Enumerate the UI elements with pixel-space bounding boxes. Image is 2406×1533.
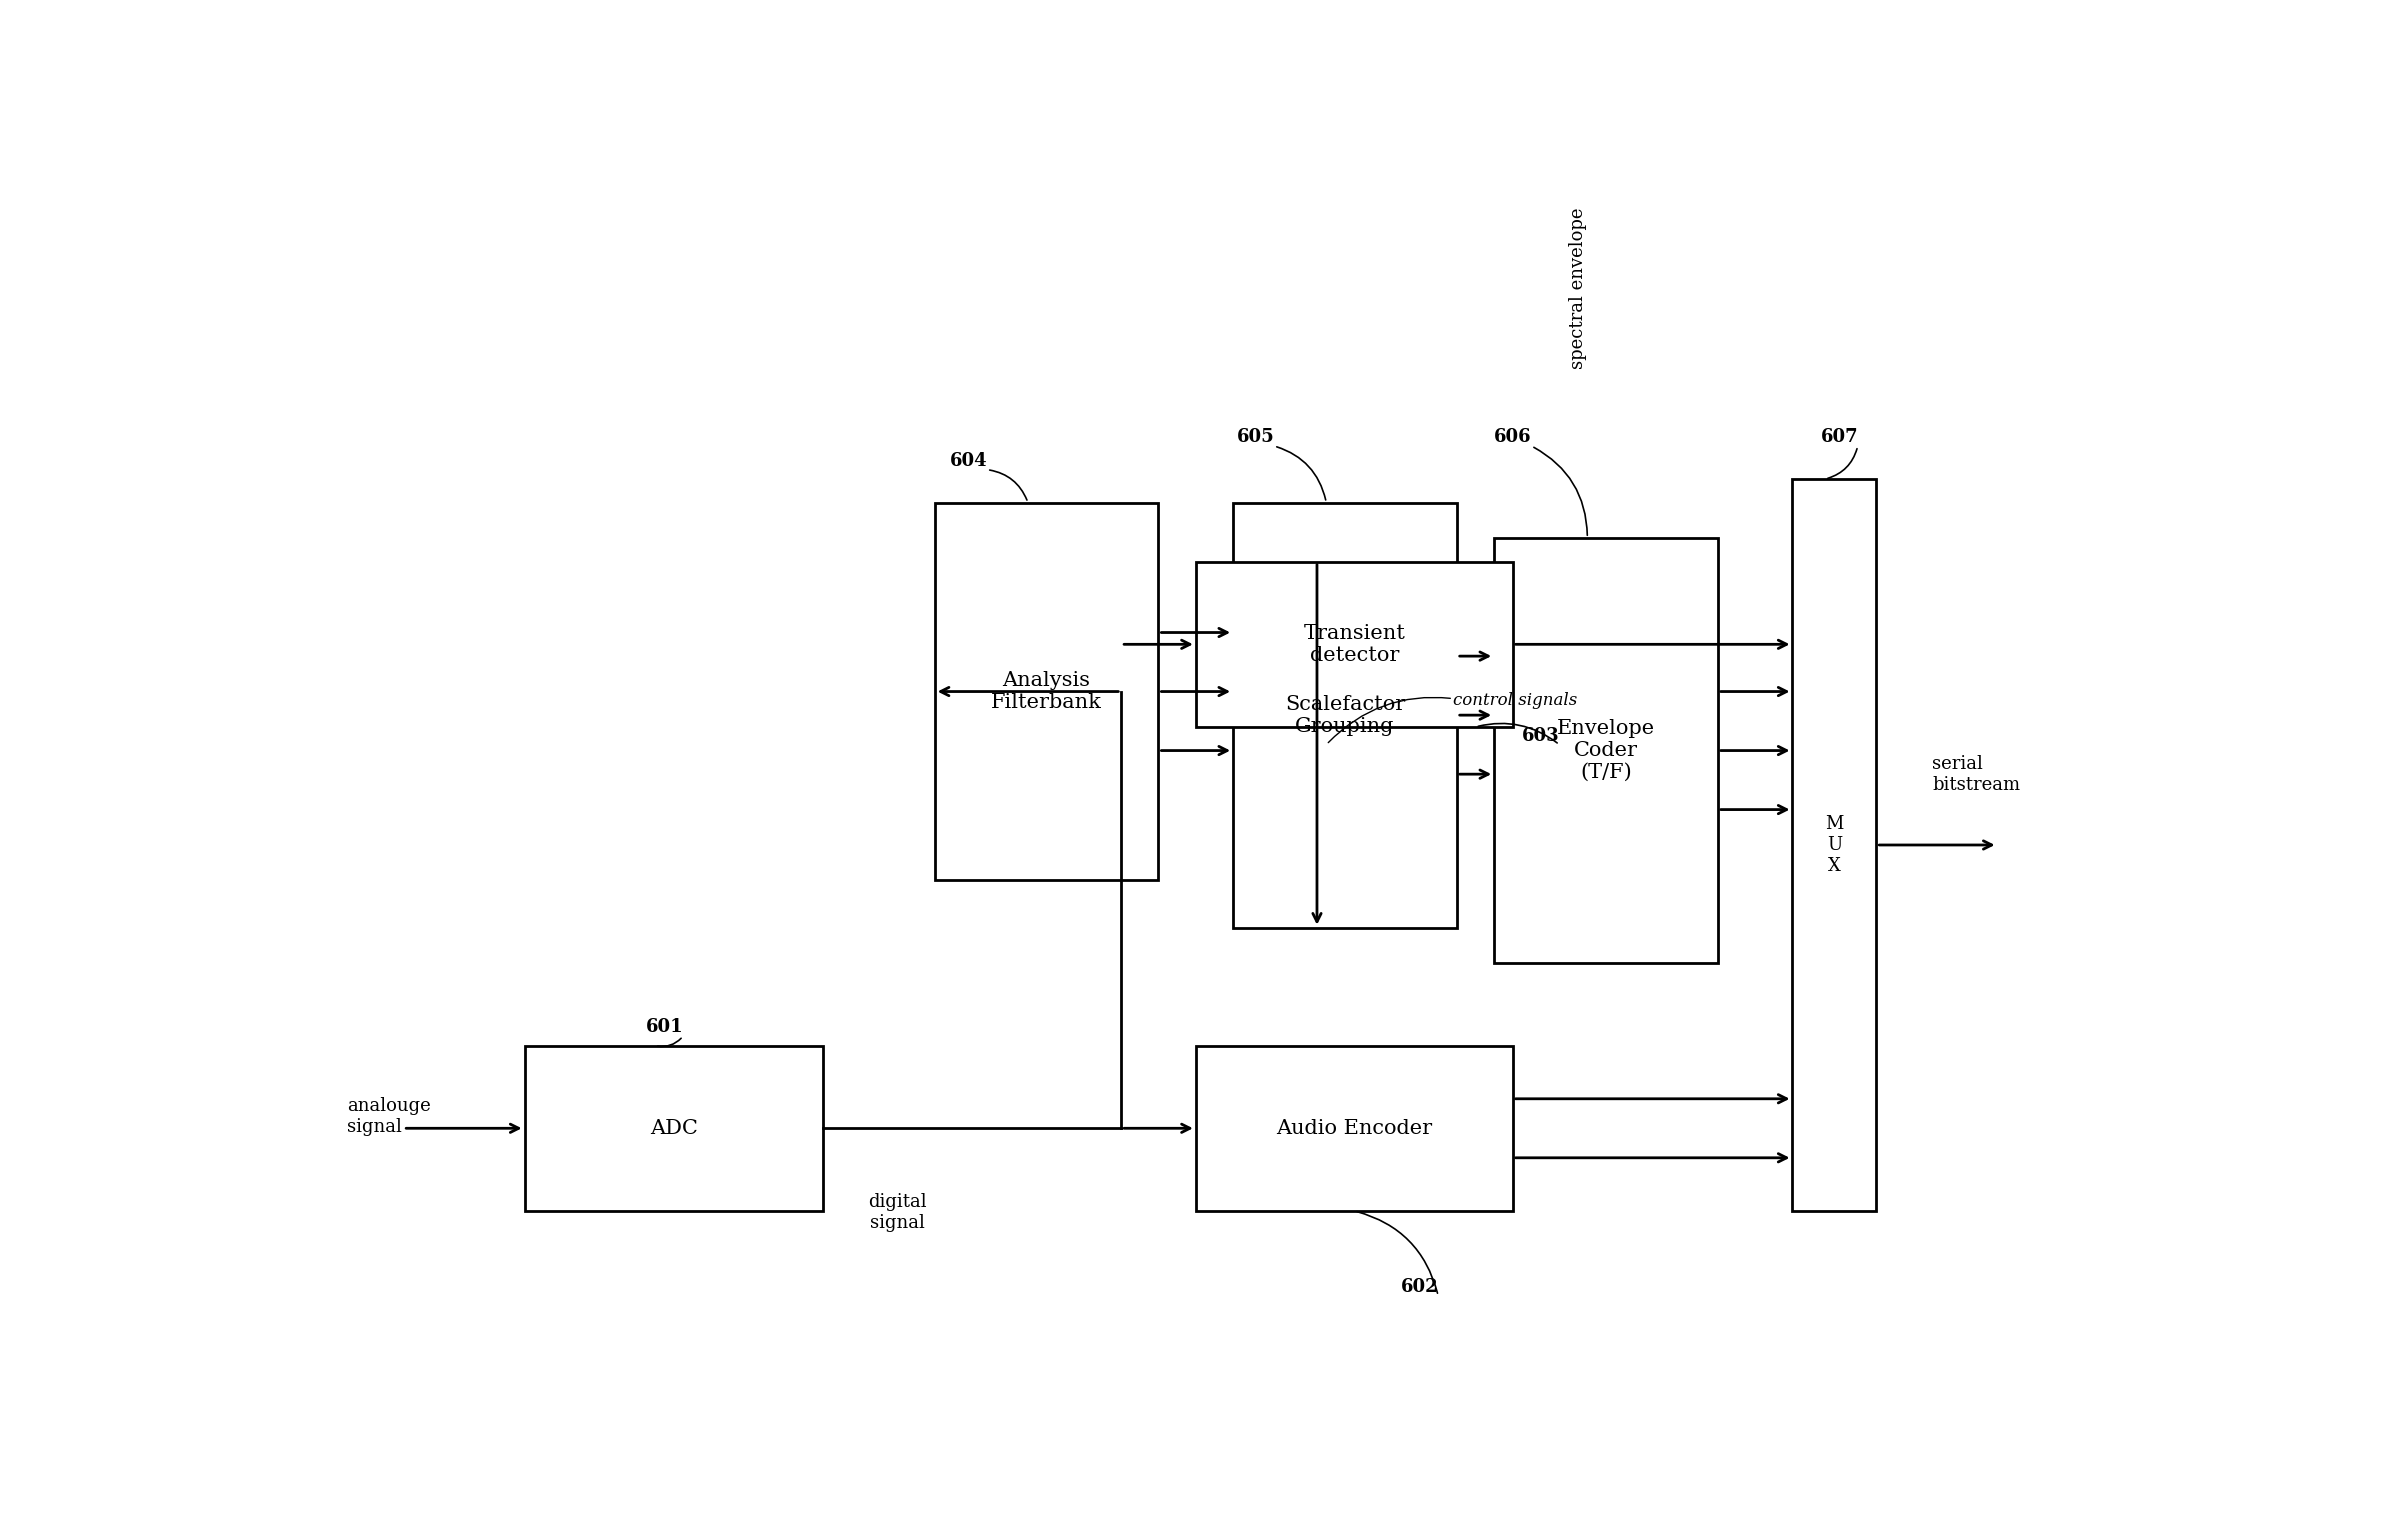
FancyBboxPatch shape [525, 1046, 823, 1211]
Text: control signals: control signals [1453, 693, 1578, 710]
Text: M
U
X: M U X [1826, 816, 1843, 875]
Text: ADC: ADC [650, 1119, 698, 1137]
FancyBboxPatch shape [1234, 503, 1458, 927]
FancyBboxPatch shape [1494, 538, 1718, 963]
FancyBboxPatch shape [1196, 561, 1513, 727]
Text: Envelope
Coder
(T/F): Envelope Coder (T/F) [1557, 719, 1655, 782]
Text: 604: 604 [950, 452, 986, 469]
FancyBboxPatch shape [936, 503, 1160, 880]
Text: Scalefactor
Grouping: Scalefactor Grouping [1285, 694, 1405, 736]
FancyBboxPatch shape [1792, 478, 1877, 1211]
Text: 602: 602 [1400, 1279, 1439, 1295]
Text: serial
bitstream: serial bitstream [1932, 754, 2021, 794]
Text: analouge
signal: analouge signal [346, 1098, 431, 1136]
Text: Transient
detector: Transient detector [1304, 624, 1405, 665]
Text: digital
signal: digital signal [869, 1193, 926, 1233]
Text: 603: 603 [1523, 727, 1559, 745]
Text: 605: 605 [1237, 428, 1275, 446]
FancyBboxPatch shape [1196, 1046, 1513, 1211]
Text: Analysis
Filterbank: Analysis Filterbank [991, 671, 1102, 711]
Text: 606: 606 [1494, 428, 1533, 446]
Text: 607: 607 [1821, 428, 1857, 446]
Text: Audio Encoder: Audio Encoder [1275, 1119, 1432, 1137]
Text: spectral envelope: spectral envelope [1569, 207, 1588, 369]
Text: 601: 601 [645, 1018, 683, 1036]
